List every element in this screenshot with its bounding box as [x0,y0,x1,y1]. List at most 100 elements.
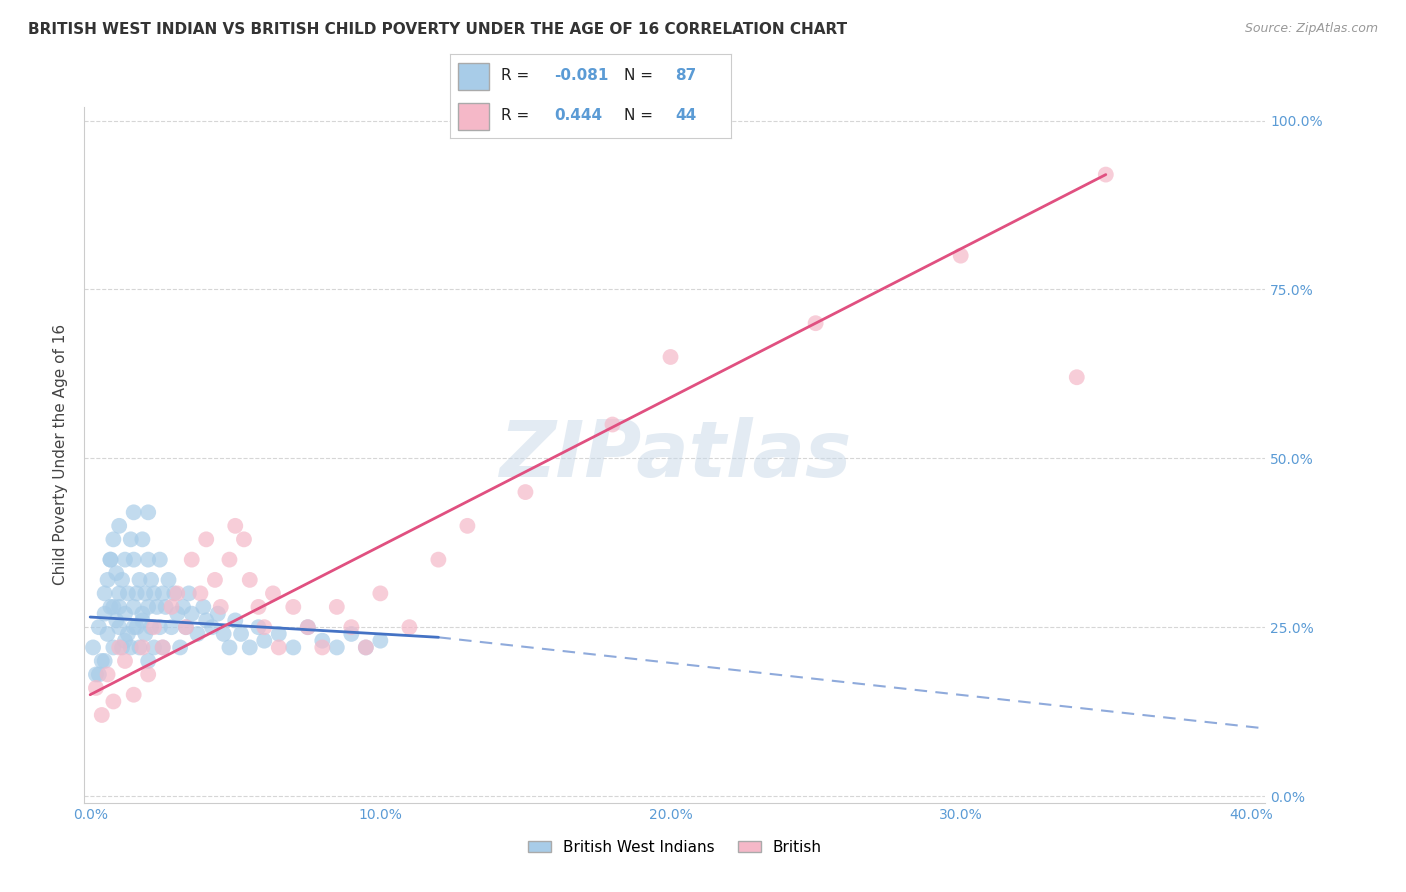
Point [160,620,183,634]
Point [103,640,125,655]
Legend: British West Indians, British: British West Indians, British [522,834,828,862]
Point [166,586,188,600]
Point [100,552,122,566]
Point [105,566,128,581]
Point [93,586,115,600]
Point [128,640,150,655]
Text: R =: R = [501,69,534,84]
Point [370,586,392,600]
Point [229,627,252,641]
Point [195,614,218,628]
Point [515,485,537,500]
Point [134,627,156,641]
Point [143,620,166,634]
Point [659,350,682,364]
Text: -0.081: -0.081 [554,69,609,84]
Point [218,640,240,655]
Point [195,533,218,547]
Point [136,654,159,668]
Point [125,586,148,600]
Text: N =: N = [624,108,658,123]
Point [117,627,139,641]
Point [262,586,284,600]
Point [311,633,333,648]
Point [125,620,148,634]
Point [139,573,162,587]
Point [131,614,153,628]
Point [120,640,142,655]
Point [201,620,224,634]
Point [160,599,183,614]
Point [174,620,197,634]
Point [134,586,156,600]
Point [87,620,110,634]
Text: BRITISH WEST INDIAN VS BRITISH CHILD POVERTY UNDER THE AGE OF 16 CORRELATION CHA: BRITISH WEST INDIAN VS BRITISH CHILD POV… [28,22,848,37]
Point [131,533,153,547]
Text: 0.444: 0.444 [554,108,602,123]
FancyBboxPatch shape [458,62,489,90]
Point [166,607,188,621]
Point [97,667,120,681]
Point [84,667,107,681]
Point [340,627,363,641]
Point [209,599,232,614]
Point [122,552,145,566]
Point [97,573,120,587]
Point [326,640,349,655]
Point [186,627,208,641]
Point [122,599,145,614]
Point [218,552,240,566]
Point [108,599,131,614]
Point [100,552,122,566]
Point [163,586,186,600]
Point [169,640,191,655]
Point [155,599,177,614]
Point [108,586,131,600]
Point [114,607,136,621]
Point [128,573,150,587]
Point [114,654,136,668]
Point [193,599,215,614]
Point [253,633,276,648]
Point [267,627,290,641]
Point [149,620,172,634]
Text: Source: ZipAtlas.com: Source: ZipAtlas.com [1244,22,1378,36]
Point [122,620,145,634]
Point [152,586,174,600]
Point [326,599,349,614]
Point [146,599,169,614]
Point [602,417,624,432]
Point [340,620,363,634]
Point [427,552,450,566]
Point [283,599,305,614]
Point [143,640,166,655]
Point [207,607,229,621]
Point [398,620,420,634]
Point [114,552,136,566]
Point [136,552,159,566]
Point [139,620,162,634]
Point [283,640,305,655]
Point [136,599,159,614]
FancyBboxPatch shape [458,103,489,130]
Point [174,620,197,634]
Point [108,519,131,533]
Point [239,573,262,587]
Point [122,688,145,702]
Point [224,614,246,628]
Text: 87: 87 [675,69,696,84]
Point [131,640,153,655]
Point [311,640,333,655]
Point [456,519,478,533]
Point [297,620,319,634]
Point [177,586,200,600]
Text: 44: 44 [675,108,696,123]
Point [1066,370,1088,384]
Point [233,533,256,547]
Point [354,640,377,655]
Point [247,620,270,634]
Point [149,552,172,566]
Point [239,640,262,655]
Point [152,640,174,655]
Point [93,654,115,668]
